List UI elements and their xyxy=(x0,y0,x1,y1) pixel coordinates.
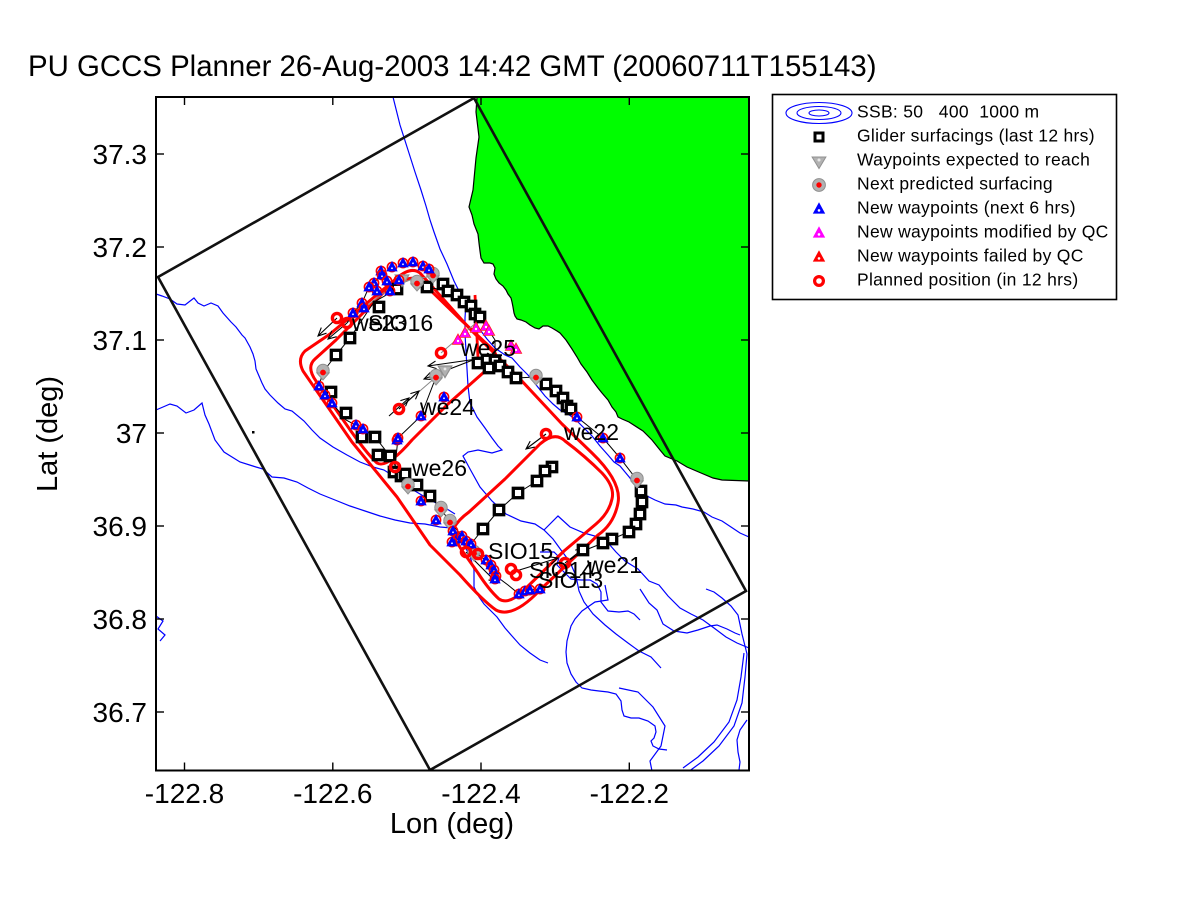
svg-text:-122.2: -122.2 xyxy=(590,778,669,809)
svg-text:SSB: 50 400 1000 m: SSB: 50 400 1000 m xyxy=(857,102,1039,122)
svg-text:SIO14: SIO14 xyxy=(529,557,594,583)
svg-text:we26: we26 xyxy=(411,455,467,481)
svg-text:36.9: 36.9 xyxy=(93,511,148,542)
svg-text:36.8: 36.8 xyxy=(93,604,148,635)
svg-text:Planned position (in 12 hrs): Planned position (in 12 hrs) xyxy=(857,270,1078,290)
svg-text:SIO15: SIO15 xyxy=(488,538,553,564)
svg-text:SIO13: SIO13 xyxy=(538,567,603,593)
svg-text:we23: we23 xyxy=(351,310,407,336)
svg-text:Next predicted surfacing: Next predicted surfacing xyxy=(857,174,1053,194)
svg-text:SIO16: SIO16 xyxy=(368,310,433,336)
svg-text:Glider surfacings (last 12 hrs: Glider surfacings (last 12 hrs) xyxy=(857,126,1095,146)
svg-text:-122.8: -122.8 xyxy=(145,778,224,809)
svg-text:37.3: 37.3 xyxy=(93,139,148,170)
svg-text:Waypoints expected to reach: Waypoints expected to reach xyxy=(857,150,1090,170)
svg-text:-122.6: -122.6 xyxy=(293,778,372,809)
svg-text:37.2: 37.2 xyxy=(93,232,148,263)
svg-text:-122.4: -122.4 xyxy=(441,778,520,809)
svg-text:37.1: 37.1 xyxy=(93,325,148,356)
svg-text:we21: we21 xyxy=(586,552,642,578)
svg-text:Lon (deg): Lon (deg) xyxy=(390,808,514,840)
svg-text:36.7: 36.7 xyxy=(93,697,148,728)
svg-text:Lat (deg): Lat (deg) xyxy=(32,376,64,492)
svg-text:we22: we22 xyxy=(563,419,619,445)
svg-text:New waypoints modified by QC: New waypoints modified by QC xyxy=(857,222,1109,242)
svg-text:37: 37 xyxy=(116,418,147,449)
svg-text:we24: we24 xyxy=(419,394,475,420)
svg-text:New waypoints failed by QC: New waypoints failed by QC xyxy=(857,246,1084,266)
svg-text:PU GCCS Planner 26-Aug-2003 14: PU GCCS Planner 26-Aug-2003 14:42 GMT (2… xyxy=(28,50,876,83)
svg-text:we25: we25 xyxy=(460,335,516,361)
svg-text:New waypoints (next 6 hrs): New waypoints (next 6 hrs) xyxy=(857,198,1076,218)
